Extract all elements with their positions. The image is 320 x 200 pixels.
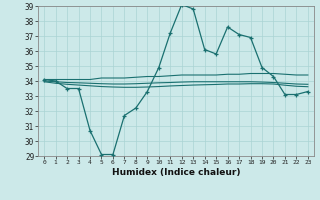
X-axis label: Humidex (Indice chaleur): Humidex (Indice chaleur) [112, 168, 240, 177]
